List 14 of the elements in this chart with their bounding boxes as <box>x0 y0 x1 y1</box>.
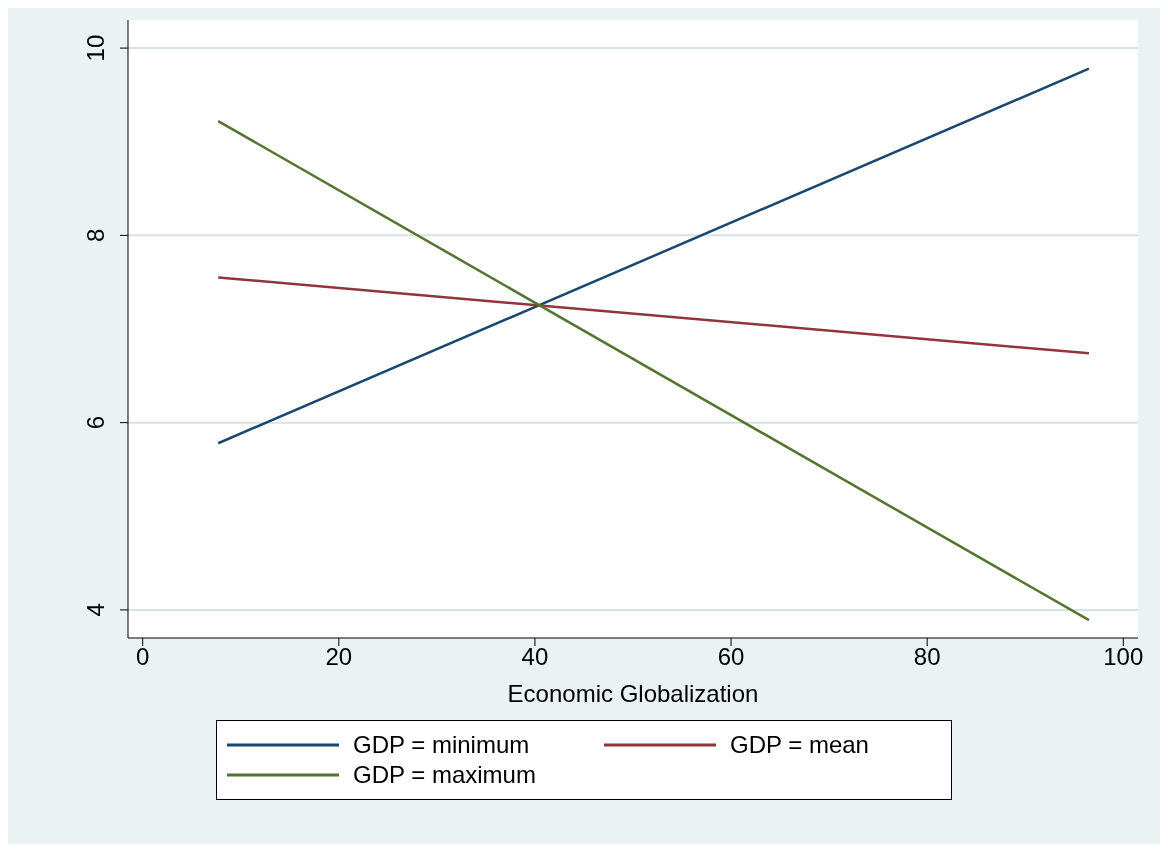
legend-label: GDP = mean <box>730 731 869 759</box>
y-tick-label: 8 <box>82 228 109 243</box>
x-axis-title: Economic Globalization <box>507 680 759 707</box>
x-tick-label: 40 <box>521 643 549 671</box>
x-tick-label: 80 <box>913 643 941 671</box>
x-tick-label: 100 <box>1103 643 1144 671</box>
x-tick-label: 0 <box>136 643 150 671</box>
y-tick-label: 10 <box>82 34 109 62</box>
legend-label: GDP = maximum <box>353 761 536 789</box>
y-tick-label: 6 <box>82 415 109 430</box>
x-tick-label: 20 <box>325 643 353 671</box>
x-tick-label: 60 <box>717 643 745 671</box>
y-tick-label: 4 <box>82 603 109 617</box>
legend-label: GDP = minimum <box>353 731 530 759</box>
